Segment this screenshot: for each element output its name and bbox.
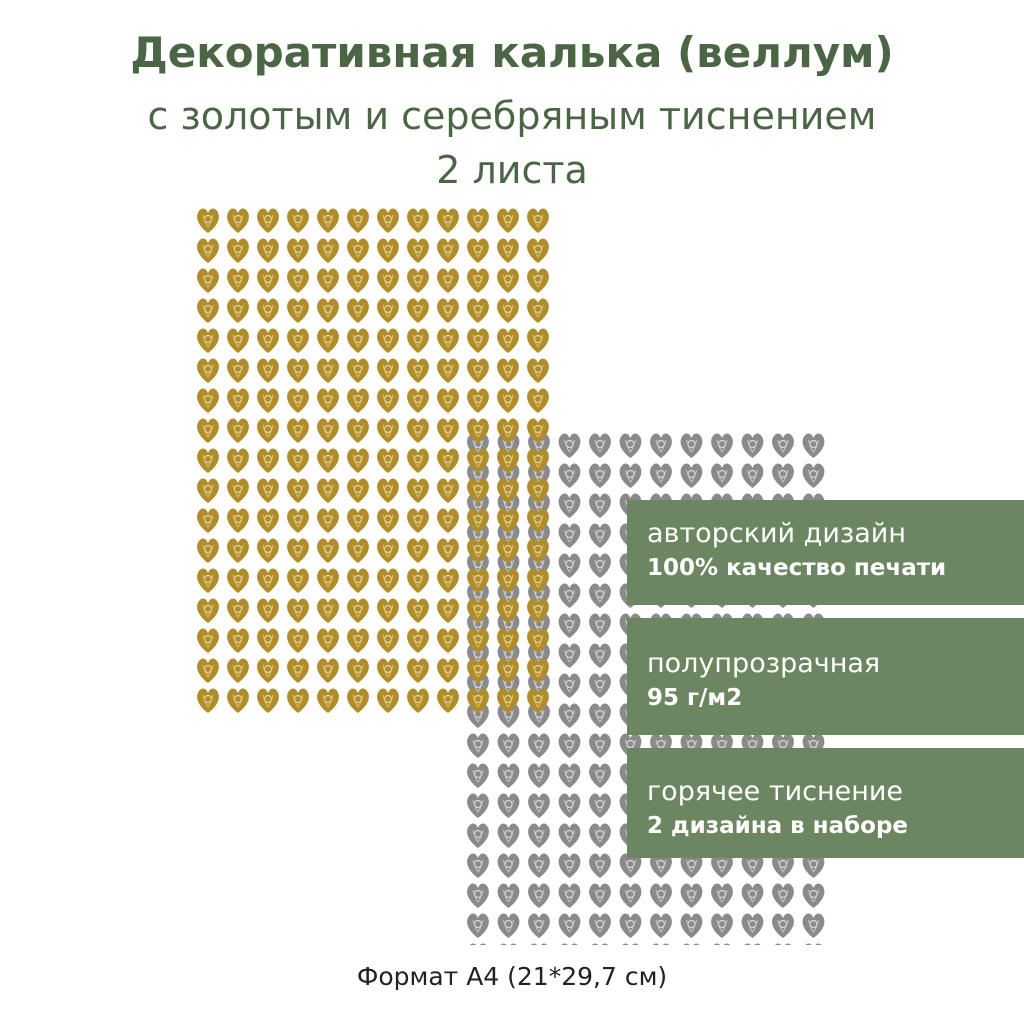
footer: Формат А4 (21*29,7 см) xyxy=(356,962,668,991)
feature-label: горячее тиснение xyxy=(647,776,904,807)
feature-box: авторский дизайн 100% качество печати xyxy=(627,500,1024,605)
subtitle-line: 2 листа xyxy=(436,148,588,192)
feature-detail: 95 г/м2 xyxy=(647,685,743,711)
feature-label: полупрозрачная xyxy=(647,648,881,679)
gold-sheet xyxy=(193,205,553,715)
title-line: Декоративная калька (веллум) xyxy=(130,28,894,77)
feature-label: авторский дизайн xyxy=(647,518,906,549)
feature-detail: 2 дизайна в наборе xyxy=(647,813,909,839)
feature-detail: 100% качество печати xyxy=(647,555,947,581)
feature-box: полупрозрачная 95 г/м2 xyxy=(627,618,1024,735)
subtitle-line: с золотым и серебряным тиснением xyxy=(147,94,877,138)
feature-box: горячее тиснение 2 дизайна в наборе xyxy=(627,748,1024,858)
